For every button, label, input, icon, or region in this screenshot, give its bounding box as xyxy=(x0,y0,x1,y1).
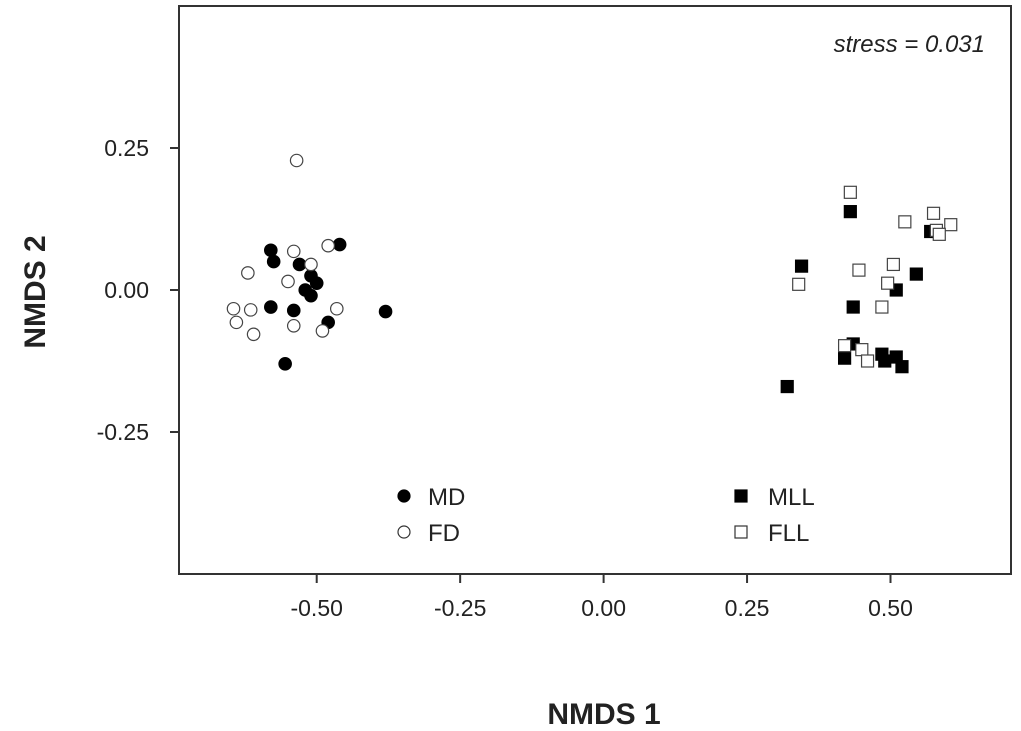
x-tick-label: 0.25 xyxy=(725,595,770,621)
point-fd xyxy=(286,244,301,259)
point-mll xyxy=(780,379,794,394)
point-md xyxy=(304,288,318,303)
point-fd xyxy=(226,301,241,316)
y-tick-label: 0.25 xyxy=(104,135,149,161)
point-fll xyxy=(932,227,946,241)
x-axis-ticks: -0.50 -0.25 0.00 0.25 0.50 xyxy=(290,574,913,621)
point-fll xyxy=(898,215,912,229)
point-fll xyxy=(843,185,857,199)
point-fd xyxy=(246,327,261,342)
point-md xyxy=(309,276,324,290)
point-mll xyxy=(837,351,852,365)
point-fd xyxy=(243,303,258,317)
point-md xyxy=(266,254,281,269)
x-tick-label: -0.25 xyxy=(434,595,486,621)
point-fll xyxy=(944,218,958,232)
x-tick-label: -0.50 xyxy=(290,595,342,621)
point-fll xyxy=(881,276,895,290)
point-mll xyxy=(909,267,923,281)
point-mll xyxy=(895,360,909,374)
x-tick-label: 0.00 xyxy=(581,595,626,621)
point-fd xyxy=(229,315,244,330)
data-points xyxy=(226,153,958,394)
point-md xyxy=(378,304,393,319)
legend-item-mll: MLL xyxy=(734,484,815,511)
point-fll xyxy=(792,277,806,291)
legend-item-fd: FD xyxy=(397,520,460,547)
point-fll xyxy=(837,339,852,353)
point-fll xyxy=(875,300,889,314)
y-axis-ticks: -0.25 0.00 0.25 xyxy=(97,135,179,445)
point-md xyxy=(264,300,278,314)
point-fll xyxy=(852,263,866,277)
x-tick-label: 0.50 xyxy=(868,595,913,621)
y-axis-title: NMDS 2 xyxy=(19,235,52,348)
legend-item-md: MD xyxy=(397,484,465,511)
point-fd xyxy=(289,153,304,168)
legend-marker-md xyxy=(397,489,411,503)
point-fd xyxy=(315,324,330,338)
point-md xyxy=(292,257,307,272)
legend: MD FD MLL FLL xyxy=(397,484,815,547)
point-md xyxy=(264,243,278,258)
legend-label-md: MD xyxy=(428,484,465,511)
legend-marker-fll xyxy=(734,525,748,539)
point-md xyxy=(278,357,292,371)
y-tick-label: -0.25 xyxy=(97,419,149,445)
point-fll xyxy=(926,206,941,220)
point-fd xyxy=(304,257,318,272)
point-fll xyxy=(886,257,900,272)
point-md xyxy=(332,237,347,252)
legend-label-fll: FLL xyxy=(768,520,809,547)
x-axis-title: NMDS 1 xyxy=(547,698,660,731)
point-fd xyxy=(321,238,335,253)
point-mll xyxy=(843,205,857,219)
point-fd xyxy=(281,274,295,289)
point-mll xyxy=(878,354,892,368)
legend-label-mll: MLL xyxy=(768,484,815,511)
legend-marker-fd xyxy=(397,525,411,539)
point-fll xyxy=(860,354,875,368)
legend-item-fll: FLL xyxy=(734,520,809,547)
point-fd xyxy=(241,266,255,280)
y-tick-label: 0.00 xyxy=(104,277,149,303)
legend-label-fd: FD xyxy=(428,520,460,547)
point-md xyxy=(286,303,301,318)
point-fd xyxy=(329,301,344,316)
point-fll xyxy=(855,343,869,357)
legend-marker-mll xyxy=(734,489,748,503)
point-fd xyxy=(286,318,301,333)
point-mll xyxy=(794,259,809,273)
stress-annotation: stress = 0.031 xyxy=(834,31,985,58)
point-mll xyxy=(846,300,860,314)
